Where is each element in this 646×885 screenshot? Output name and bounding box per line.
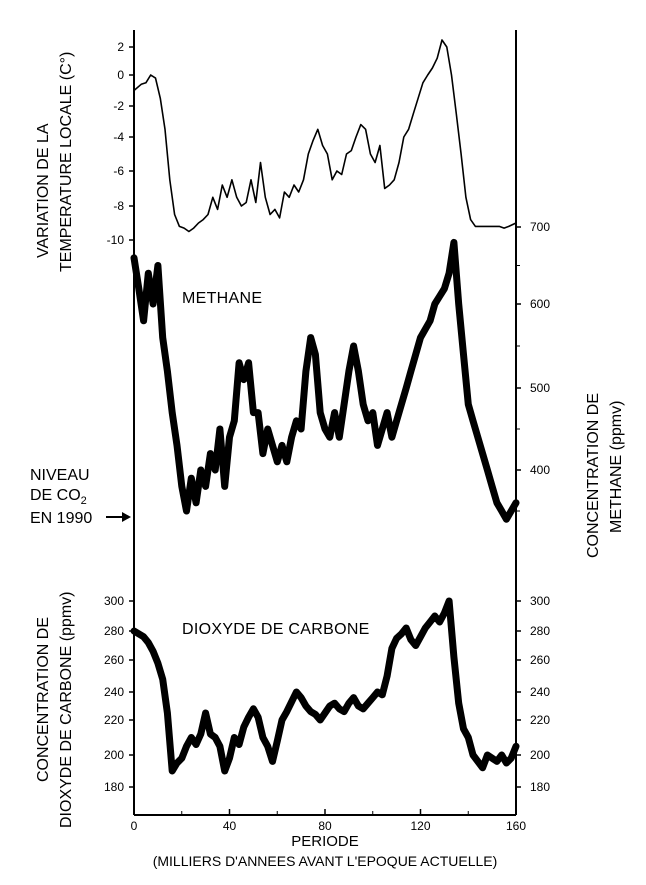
x-tick-label: 160 xyxy=(506,819,526,833)
methane-series xyxy=(130,238,520,523)
annotation-line1: NIVEAU xyxy=(30,467,90,484)
methane-tick-label: 400 xyxy=(530,463,550,477)
co2-right-tick-label: 240 xyxy=(530,685,550,699)
co2-right-tick-label: 260 xyxy=(530,653,550,667)
co2-left-tick-label: 280 xyxy=(104,624,124,638)
x-tick-label: 120 xyxy=(410,819,430,833)
co2-right-tick-label: 200 xyxy=(530,748,550,762)
x-tick-label: 40 xyxy=(223,819,237,833)
co2-left-tick-label: 260 xyxy=(104,653,124,667)
methane-axis-title-line1: CONCENTRATION DE xyxy=(585,393,602,558)
x-axis-subtitle: (MILLIERS D'ANNEES AVANT L'EPOQUE ACTUEL… xyxy=(153,853,498,869)
co2-axis-title-line1: CONCENTRATION DE xyxy=(35,617,52,782)
co2-series xyxy=(130,597,520,775)
methane-tick-label: 700 xyxy=(530,220,550,234)
temperature-ticks: 2 0 -2 -4 -6 -8 -10 xyxy=(107,40,134,247)
annotation-line2-sub: 2 xyxy=(81,495,87,507)
methane-tick-label: 600 xyxy=(530,297,550,311)
temperature-axis-title-line1: VARIATION DE LA xyxy=(35,123,52,258)
co2-left-tick-label: 180 xyxy=(104,780,124,794)
x-axis-title: PERIODE xyxy=(291,833,359,850)
annotation-line2-main: DE CO xyxy=(30,487,81,504)
x-ticks: 0 40 80 120 160 xyxy=(131,809,526,833)
annotation-line2: DE CO2 xyxy=(30,487,87,507)
co2-series-label: DIOXYDE DE CARBONE xyxy=(182,621,370,638)
co2-right-tick-label: 280 xyxy=(530,624,550,638)
co2-right-ticks: 300 280 260 240 220 200 180 xyxy=(516,594,550,794)
co2-left-tick-label: 220 xyxy=(104,713,124,727)
annotation-line3: EN 1990 xyxy=(30,510,92,527)
co2-axis-title-line2: DIOXYDE DE CARBONE (ppmv) xyxy=(58,592,75,828)
methane-ticks: 700 600 500 400 xyxy=(516,220,550,512)
temperature-tick-label: -10 xyxy=(107,233,125,247)
methane-tick-label: 500 xyxy=(530,381,550,395)
co2-line xyxy=(130,597,520,775)
temperature-tick-label: -2 xyxy=(113,99,124,113)
temperature-tick-label: 0 xyxy=(117,68,124,82)
temperature-tick-label: 2 xyxy=(117,40,124,54)
co2-right-tick-label: 180 xyxy=(530,780,550,794)
temperature-line xyxy=(133,39,517,233)
temperature-tick-label: -8 xyxy=(113,199,124,213)
methane-line xyxy=(130,238,520,523)
co2-right-tick-label: 300 xyxy=(530,594,550,608)
methane-axis-title-line2: METHANE (ppmv) xyxy=(608,401,625,533)
temperature-tick-label: -6 xyxy=(113,164,124,178)
temperature-axis-title-line2: TEMPERATURE LOCALE (C°) xyxy=(58,52,75,272)
temperature-tick-label: -4 xyxy=(113,130,124,144)
co2-left-tick-label: 200 xyxy=(104,748,124,762)
co2-left-tick-label: 240 xyxy=(104,685,124,699)
x-tick-label: 80 xyxy=(318,819,332,833)
co2-left-tick-label: 300 xyxy=(104,594,124,608)
co2-left-ticks: 300 280 260 240 220 200 180 xyxy=(104,594,134,794)
co2-right-tick-label: 220 xyxy=(530,713,550,727)
x-tick-label: 0 xyxy=(131,819,138,833)
methane-series-label: METHANE xyxy=(182,290,262,307)
temperature-series xyxy=(133,39,517,233)
annotation-arrow-head xyxy=(122,512,131,522)
